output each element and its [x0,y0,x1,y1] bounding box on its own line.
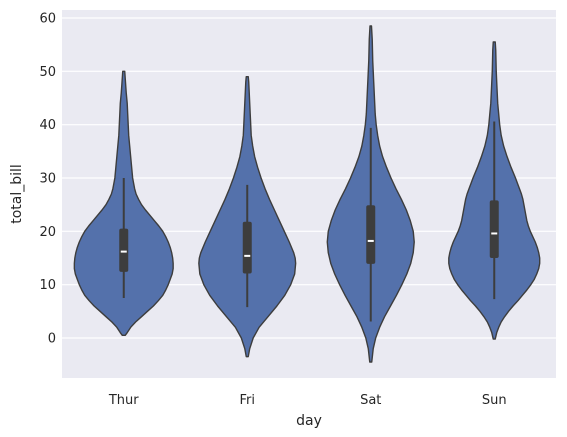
iqr-box [119,228,129,272]
x-axis-label: day [296,413,322,429]
y-axis-label: total_bill [9,164,25,224]
x-tick-labels: Thur Fri Sat Sun [108,393,507,408]
iqr-box [489,200,499,258]
violins [73,25,541,363]
y-tick-label: 40 [39,118,56,133]
y-tick-label: 10 [39,278,56,293]
y-tick-label: 0 [48,332,56,347]
y-tick-label: 20 [39,225,56,240]
x-tick-label: Sat [360,393,381,408]
x-tick-label: Sun [482,393,507,408]
x-tick-label: Thur [108,393,139,408]
y-tick-labels: 0 10 20 30 40 50 60 [39,12,56,347]
iqr-box [366,205,376,264]
y-tick-label: 30 [39,172,56,187]
x-tick-label: Fri [240,393,256,408]
iqr-box [242,221,252,274]
y-tick-label: 50 [39,65,56,80]
y-tick-label: 60 [39,12,56,27]
